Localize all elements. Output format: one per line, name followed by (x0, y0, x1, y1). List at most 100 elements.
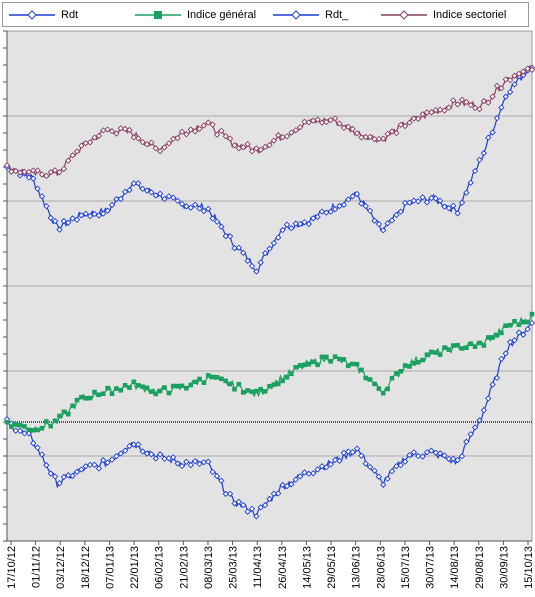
series-point-rdt- (135, 180, 142, 187)
series-point-indice-g-n-ral (459, 346, 465, 351)
series-point-indice-g-n-ral (267, 383, 272, 389)
series-point-indice-g-n-ral (472, 344, 478, 350)
series-point-indice-g-n-ral (223, 378, 229, 384)
series-point-rdt (445, 455, 453, 463)
series-point-rdt (436, 450, 444, 457)
series-point-rdt (428, 447, 435, 454)
series-point-rdt- (25, 174, 33, 181)
series-point-rdt- (218, 223, 225, 230)
series-point-rdt (485, 395, 492, 402)
series-point-rdt- (331, 206, 339, 213)
series-point-indice-g-n-ral (258, 386, 264, 392)
series-point-indice-sectoriel (187, 126, 194, 133)
series-point-rdt- (275, 234, 282, 241)
x-tick-label: 08/03/13 (203, 546, 215, 589)
series-point-rdt- (283, 221, 291, 228)
series-point-indice-g-n-ral (363, 375, 369, 381)
chart-legend: Rdt Indice général Rdt_ Indice sectoriel (2, 2, 529, 27)
series-point-rdt- (78, 212, 85, 219)
series-point-indice-sectoriel (78, 142, 85, 149)
series-point-rdt- (441, 203, 448, 210)
series-point-rdt (384, 475, 391, 482)
series-point-rdt- (489, 129, 496, 136)
series-point-indice-g-n-ral (284, 374, 290, 380)
series-point-rdt (51, 473, 59, 480)
series-point-rdt (506, 338, 514, 346)
series-point-indice-sectoriel (445, 104, 453, 111)
series-point-rdt (130, 441, 138, 448)
series-point-indice-sectoriel (480, 97, 488, 105)
series-point-indice-sectoriel (471, 104, 479, 112)
series-point-indice-sectoriel (353, 130, 361, 137)
legend-item-indice-sectoriel: Indice sectoriel (381, 3, 506, 26)
series-point-rdt (279, 481, 286, 489)
series-point-rdt- (476, 156, 483, 163)
series-point-rdt (349, 449, 356, 456)
series-point-indice-g-n-ral (175, 383, 180, 389)
series-point-rdt (43, 462, 50, 469)
x-tick-label: 30/09/13 (498, 546, 510, 589)
series-point-rdt (358, 452, 365, 459)
series-point-indice-g-n-ral (96, 392, 102, 398)
series-point-rdt (275, 490, 282, 497)
series-point-rdt (498, 355, 505, 363)
series-point-indice-sectoriel (463, 98, 470, 106)
series-point-rdt- (292, 220, 299, 227)
series-point-rdt- (139, 185, 146, 192)
series-point-rdt (108, 456, 116, 463)
series-point-indice-g-n-ral (105, 385, 110, 391)
series-point-rdt- (200, 207, 208, 215)
series-point-indice-sectoriel (12, 167, 19, 175)
series-point-indice-sectoriel (292, 127, 299, 134)
x-tick-label: 13/06/13 (351, 546, 363, 589)
series-point-rdt (288, 481, 295, 488)
series-point-rdt- (152, 192, 159, 199)
series-point-rdt- (34, 185, 41, 192)
series-point-rdt- (130, 180, 138, 187)
series-point-indice-g-n-ral (429, 349, 434, 355)
series-point-rdt- (301, 219, 308, 226)
series-point-indice-g-n-ral (359, 367, 364, 373)
series-point-rdt- (244, 257, 251, 264)
series-point-rdt (213, 472, 221, 480)
series-point-rdt (231, 500, 238, 507)
series-point-indice-sectoriel (515, 70, 523, 77)
series-point-indice-g-n-ral (236, 381, 242, 387)
series-point-rdt (397, 462, 404, 469)
series-point-indice-g-n-ral (297, 363, 303, 368)
series-point-rdt- (253, 268, 260, 275)
series-point-rdt- (86, 212, 94, 220)
series-point-indice-g-n-ral (503, 323, 509, 328)
series-point-indice-g-n-ral (30, 427, 36, 433)
series-point-rdt (218, 477, 225, 484)
series-point-rdt (336, 457, 343, 464)
series-point-indice-sectoriel (406, 119, 413, 126)
series-point-indice-sectoriel (139, 139, 146, 146)
series-point-indice-sectoriel (222, 133, 229, 140)
x-tick-label: 18/12/12 (80, 546, 92, 589)
legend-label-indice-sectoriel: Indice sectoriel (433, 8, 507, 21)
series-point-indice-g-n-ral (345, 363, 351, 369)
series-point-rdt- (108, 201, 116, 209)
series-point-rdt- (60, 217, 68, 225)
series-point-indice-g-n-ral (289, 371, 294, 376)
series-point-rdt (318, 463, 326, 470)
series-point-indice-sectoriel (375, 135, 383, 143)
series-point-indice-g-n-ral (57, 413, 62, 419)
series-point-rdt- (183, 203, 190, 210)
series-point-indice-g-n-ral (446, 347, 452, 352)
series-point-rdt (178, 462, 186, 470)
series-point-indice-g-n-ral (450, 343, 456, 348)
series-point-indice-sectoriel (371, 135, 378, 143)
series-point-indice-g-n-ral (74, 397, 80, 403)
series-point-rdt (78, 466, 85, 473)
series-point-rdt- (502, 93, 509, 100)
series-point-rdt (240, 501, 247, 509)
series-point-indice-g-n-ral (70, 403, 75, 409)
series-point-indice-sectoriel (415, 115, 422, 122)
series-point-rdt- (113, 195, 120, 203)
x-tick-label: 07/01/13 (104, 546, 116, 589)
series-point-indice-g-n-ral (280, 378, 285, 384)
series-point-indice-sectoriel (428, 109, 435, 116)
series-point-rdt- (279, 226, 286, 234)
